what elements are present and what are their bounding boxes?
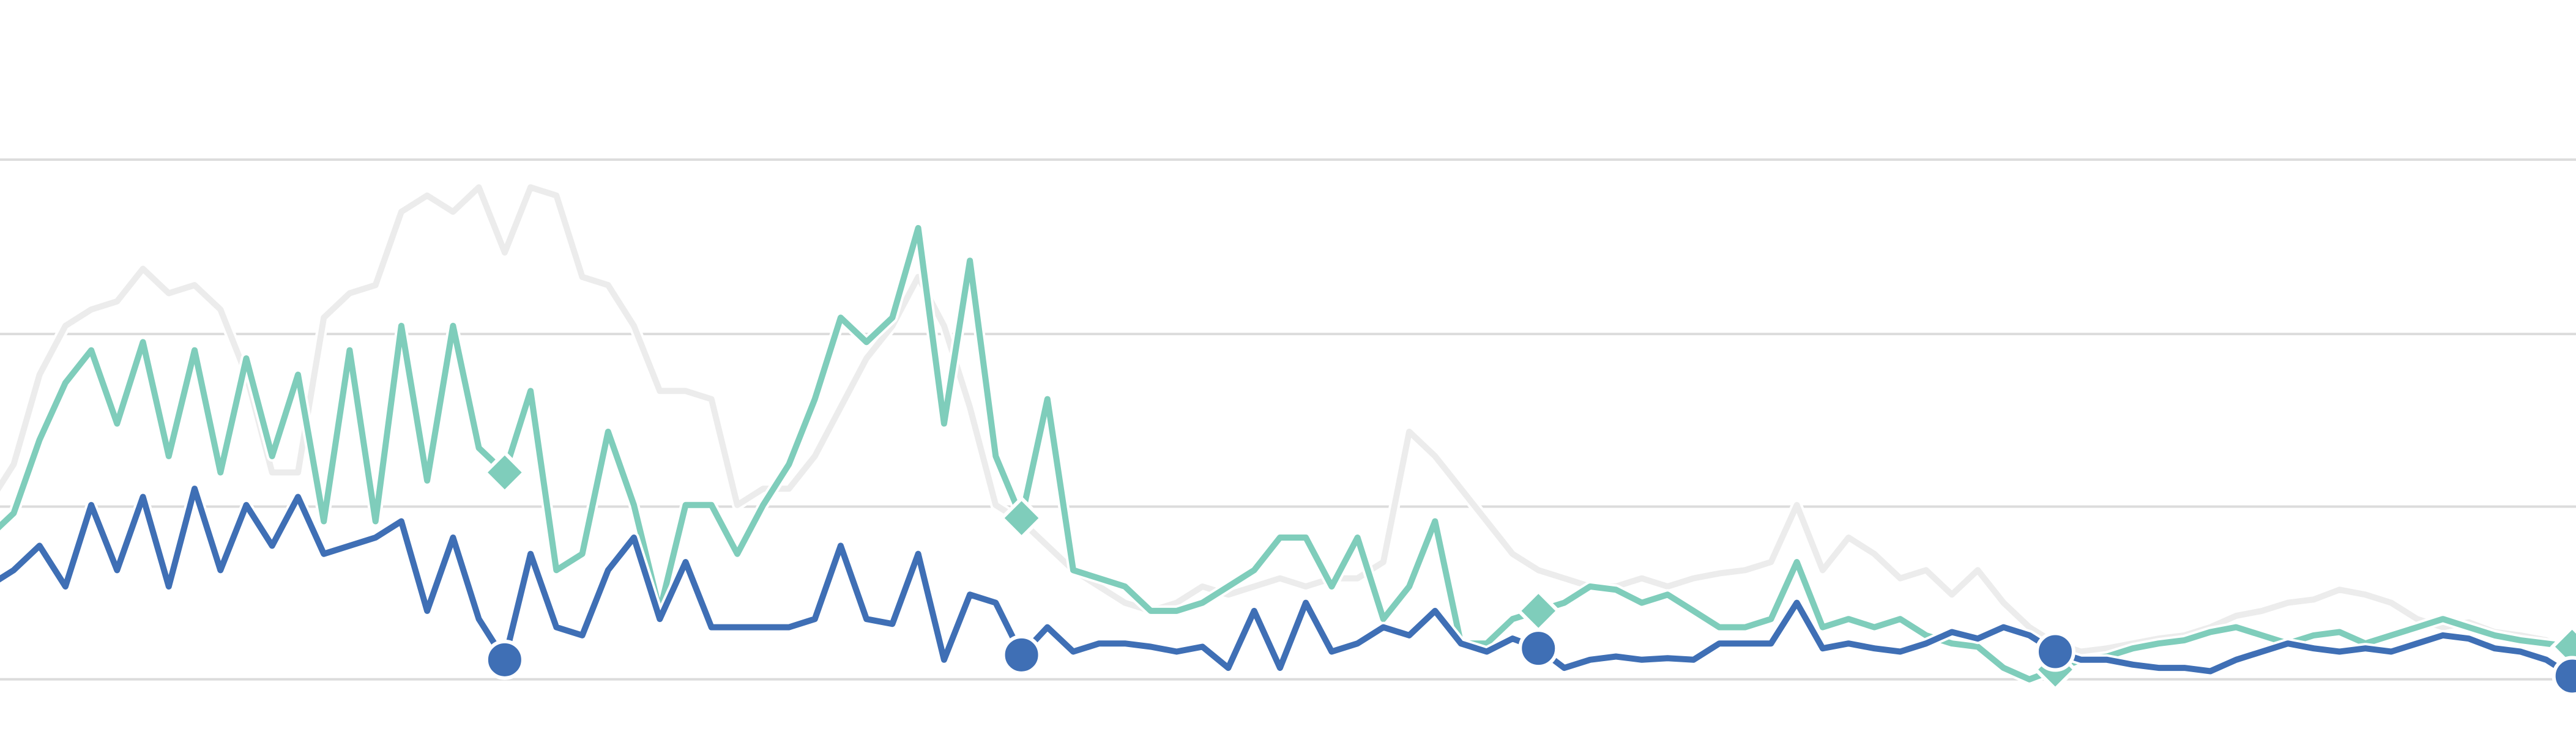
marker <box>484 639 525 680</box>
series-line <box>0 224 2573 683</box>
series-line <box>0 486 2574 679</box>
marker <box>2552 656 2576 697</box>
marker <box>1001 634 1042 675</box>
marker <box>1518 628 1559 669</box>
marker <box>999 495 1044 541</box>
marker <box>1516 588 1561 634</box>
marker <box>2034 631 2075 672</box>
marker <box>482 450 527 495</box>
